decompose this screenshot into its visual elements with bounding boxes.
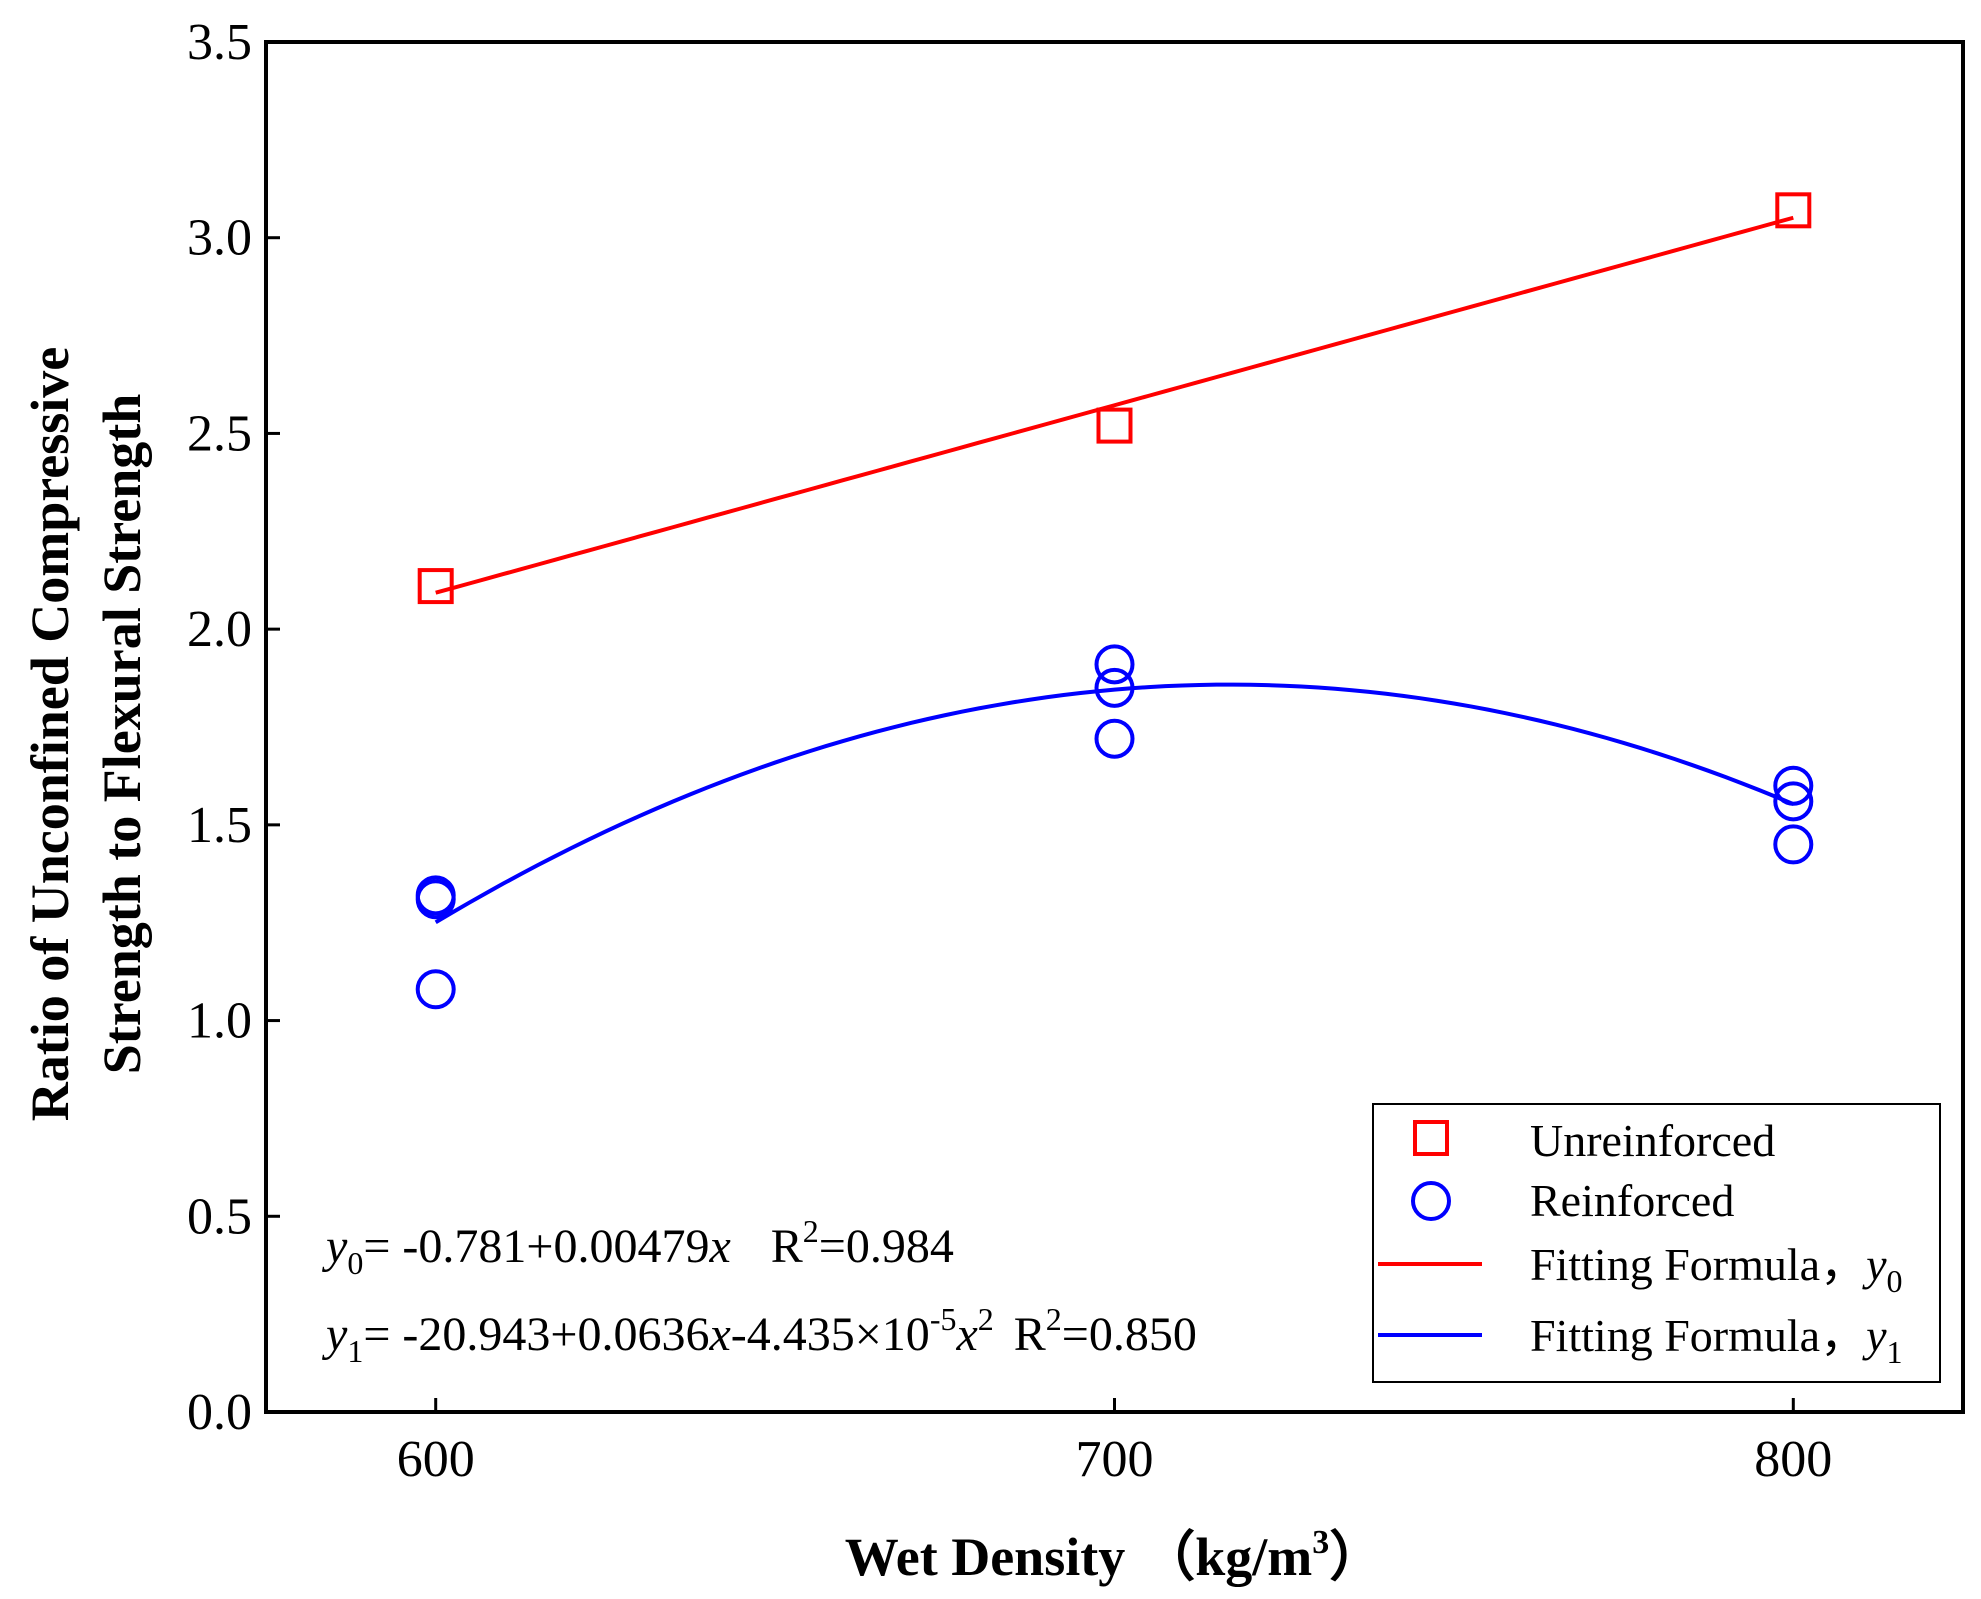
y-tick-label: 0.0 <box>187 1384 252 1441</box>
x-tick-label: 700 <box>1076 1431 1154 1488</box>
formula-y1: y1= -20.943+0.0636x-4.435×10-5x2 R2=0.850 <box>321 1301 1197 1369</box>
legend: Unreinforced Reinforced Fitting Formula，… <box>1372 1103 1941 1383</box>
point-reinforced <box>415 969 456 1010</box>
x-tick-label: 800 <box>1754 1431 1832 1488</box>
y-tick-label: 1.5 <box>187 797 252 854</box>
data-points <box>415 192 1814 1010</box>
y-axis-title-line2: Strength to Flexural Strength <box>92 394 152 1074</box>
fit-lines <box>434 215 1795 925</box>
y-tick-label: 2.5 <box>187 405 252 462</box>
legend-marker-reinforced <box>1411 1181 1451 1221</box>
point-reinforced <box>1773 824 1814 865</box>
y-tick-label: 1.0 <box>187 993 252 1050</box>
fit-line-y0 <box>435 215 1794 595</box>
y-tick-label: 2.0 <box>187 601 252 658</box>
point-unreinforced <box>1096 407 1133 444</box>
point-reinforced <box>1094 718 1135 759</box>
x-tick-label: 600 <box>397 1431 475 1488</box>
point-reinforced <box>415 879 456 920</box>
point-reinforced <box>1773 765 1814 806</box>
formula-y0: y0= -0.781+0.00479x R2=0.984 <box>321 1213 954 1281</box>
y-tick-label: 3.0 <box>187 210 252 267</box>
point-reinforced <box>1094 644 1135 685</box>
point-reinforced <box>1773 781 1814 822</box>
y-axis-title-line1: Ratio of Unconfined Compressive <box>20 347 80 1121</box>
legend-label-reinforced: Reinforced <box>1530 1175 1734 1226</box>
point-reinforced <box>1094 667 1135 708</box>
y-tick-label: 3.5 <box>187 14 252 71</box>
point-unreinforced <box>1775 192 1812 229</box>
y-tick-label: 0.5 <box>187 1188 252 1245</box>
y-axis-title: Ratio of Unconfined Compressive Strength… <box>20 347 152 1121</box>
point-unreinforced <box>417 568 454 605</box>
legend-label-unreinforced: Unreinforced <box>1530 1115 1775 1166</box>
fit-line-y1 <box>434 682 1795 925</box>
legend-label-fit-y1: Fitting Formula，y1 <box>1530 1310 1903 1370</box>
axis-ticks: 0.0 0.5 1.0 1.5 2.0 2.5 3.0 3.5 600 700 800 <box>187 14 1832 1488</box>
legend-label-fit-y0: Fitting Formula，y0 <box>1530 1239 1903 1299</box>
legend-marker-unreinforced <box>1413 1120 1449 1156</box>
x-axis-title: Wet Density （kg/m3） <box>845 1524 1384 1587</box>
